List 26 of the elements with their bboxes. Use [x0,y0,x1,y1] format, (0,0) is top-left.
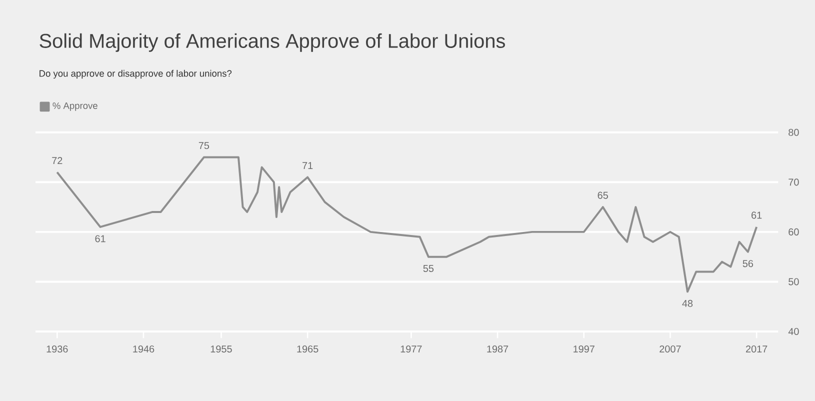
data-label: 48 [682,300,693,307]
data-label: 61 [95,235,106,242]
x-tick-label: 2007 [660,345,681,352]
data-label: 61 [752,212,762,219]
x-tick-label: 1987 [487,345,508,352]
data-label: 71 [302,162,313,169]
y-tick-label: 80 [788,128,799,136]
x-tick-label: 1955 [210,345,232,352]
data-label: 75 [198,142,210,149]
x-tick-label: 1965 [297,345,318,352]
x-tick-label: 2017 [746,345,768,352]
data-label: 72 [52,156,62,164]
chart-title: Solid Majority of Americans Approve of Labor Unions [40,33,505,52]
x-tick-label: 1946 [133,345,154,352]
x-tick-label: 1977 [400,345,422,352]
y-tick-label: 70 [788,178,799,186]
y-tick-label: 60 [788,228,799,236]
x-tick-label: 1936 [46,345,68,352]
chart-subtitle: Do you approve or disapprove of labor unions? [40,70,232,79]
data-label: 56 [742,260,754,268]
x-tick-label: 1997 [574,345,594,352]
y-tick-label: 50 [788,278,799,286]
data-label: 55 [423,264,434,272]
legend-label: % Approve [52,102,98,111]
data-label: 65 [598,192,608,199]
y-tick-label: 40 [788,328,799,335]
